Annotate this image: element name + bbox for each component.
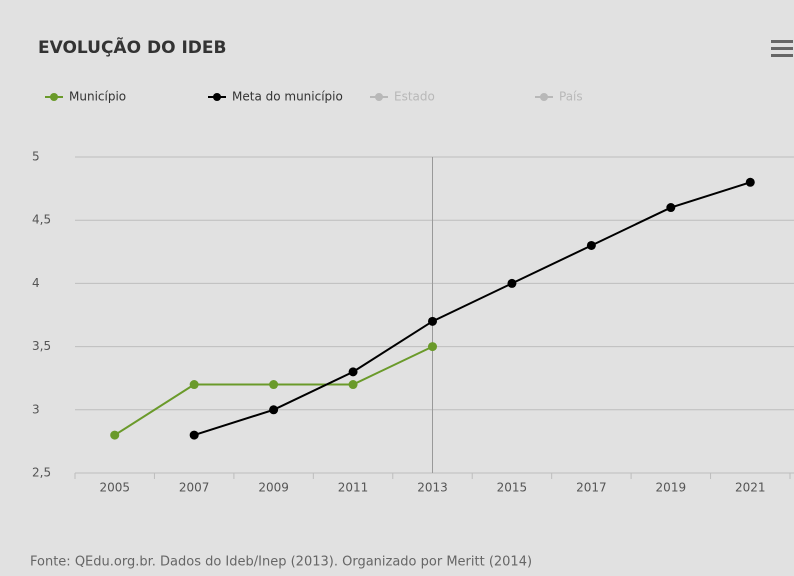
point: [586, 240, 596, 250]
legend-label: Estado: [394, 90, 435, 104]
point: [428, 316, 437, 326]
legend-label: Meta do município: [232, 90, 343, 104]
menu-bar: [771, 40, 793, 43]
legend-item[interactable]: Estado: [370, 90, 435, 104]
legend-marker: [50, 93, 58, 101]
point: [269, 405, 279, 415]
y-tick-label: 4: [32, 276, 40, 290]
menu-bar: [771, 54, 793, 57]
point: [269, 380, 279, 390]
point: [189, 380, 199, 390]
menu-bar: [771, 47, 793, 50]
point: [666, 203, 676, 213]
legend-marker: [213, 93, 221, 101]
legend-marker: [375, 93, 383, 101]
y-tick-label: 3,5: [32, 339, 51, 353]
y-tick-label: 2,5: [32, 466, 51, 480]
y-tick-label: 4,5: [32, 213, 51, 227]
x-tick-label: 2013: [417, 481, 448, 495]
series-line: [193, 181, 751, 437]
x-tick-label: 2005: [99, 481, 130, 495]
legend-marker: [540, 93, 548, 101]
point: [428, 342, 437, 352]
menu-button[interactable]: [771, 40, 793, 57]
y-tick-label: 5: [32, 150, 40, 164]
legend-label: País: [559, 90, 583, 104]
point: [348, 380, 358, 390]
point: [507, 278, 517, 288]
point: [348, 367, 358, 377]
source-note: Fonte: QEdu.org.br. Dados do Ideb/Inep (…: [30, 555, 532, 570]
x-tick-label: 2009: [258, 481, 289, 495]
chart-title: EVOLUÇÃO DO IDEB: [38, 35, 226, 58]
legend-item[interactable]: Meta do município: [208, 90, 343, 104]
point: [745, 177, 755, 187]
point: [189, 430, 199, 440]
x-tick-label: 2017: [576, 481, 607, 495]
x-tick-label: 2011: [338, 481, 369, 495]
x-tick-label: 2015: [497, 481, 528, 495]
x-tick-label: 2007: [179, 481, 210, 495]
point: [110, 430, 120, 440]
legend-item[interactable]: Município: [45, 90, 126, 104]
legend-label: Município: [69, 90, 126, 104]
x-tick-label: 2021: [735, 481, 766, 495]
legend-item[interactable]: País: [535, 90, 583, 104]
y-tick-label: 3: [32, 402, 40, 416]
x-tick-label: 2019: [656, 481, 687, 495]
